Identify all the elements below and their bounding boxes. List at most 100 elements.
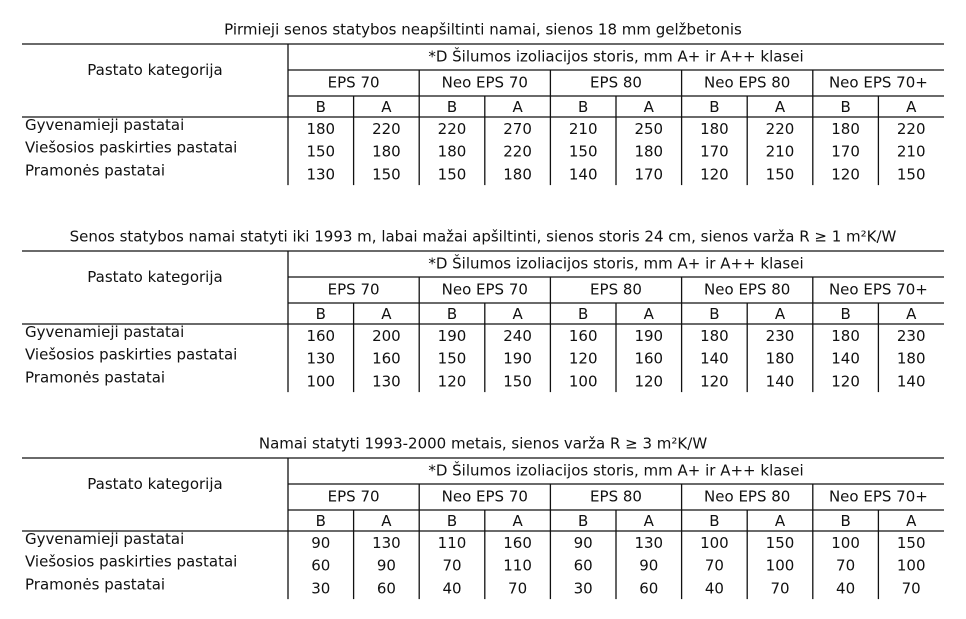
product-header: Neo EPS 70 bbox=[442, 488, 528, 506]
grade-header: A bbox=[644, 305, 655, 323]
row-label: Gyvenamieji pastatai bbox=[25, 323, 184, 341]
product-header: EPS 70 bbox=[328, 74, 380, 92]
cell-value: 120 bbox=[634, 372, 663, 390]
cell-value: 90 bbox=[639, 557, 658, 575]
cell-value: 160 bbox=[634, 350, 663, 368]
grade-header: A bbox=[906, 98, 917, 116]
cell-value: 180 bbox=[503, 165, 532, 183]
grade-header: B bbox=[578, 98, 588, 116]
cell-value: 190 bbox=[503, 350, 532, 368]
grade-header: B bbox=[316, 512, 326, 530]
grade-header: A bbox=[644, 98, 655, 116]
grade-header: A bbox=[381, 512, 392, 530]
cell-value: 180 bbox=[372, 143, 401, 161]
product-header: EPS 70 bbox=[328, 281, 380, 299]
cell-value: 70 bbox=[508, 579, 527, 597]
cell-value: 160 bbox=[372, 350, 401, 368]
cell-value: 150 bbox=[766, 165, 795, 183]
cell-value: 220 bbox=[438, 120, 467, 138]
cell-value: 130 bbox=[306, 165, 335, 183]
row-label: Gyvenamieji pastatai bbox=[25, 116, 184, 134]
grade-header: B bbox=[709, 512, 719, 530]
category-header: Pastato kategorija bbox=[87, 475, 222, 493]
cell-value: 40 bbox=[442, 579, 461, 597]
grade-header: B bbox=[447, 305, 457, 323]
row-label: Viešosios paskirties pastatai bbox=[25, 553, 237, 571]
cell-value: 120 bbox=[831, 372, 860, 390]
row-label: Viešosios paskirties pastatai bbox=[25, 139, 237, 157]
cell-value: 100 bbox=[897, 557, 926, 575]
row-label: Pramonės pastatai bbox=[25, 575, 165, 593]
cell-value: 110 bbox=[503, 557, 532, 575]
grade-header: B bbox=[709, 98, 719, 116]
cell-value: 160 bbox=[569, 327, 598, 345]
cell-value: 190 bbox=[634, 327, 663, 345]
cell-value: 170 bbox=[700, 143, 729, 161]
cell-value: 130 bbox=[372, 534, 401, 552]
product-header: Neo EPS 80 bbox=[704, 488, 790, 506]
cell-value: 70 bbox=[705, 557, 724, 575]
cell-value: 180 bbox=[634, 143, 663, 161]
product-header: Neo EPS 70+ bbox=[829, 281, 928, 299]
cell-value: 220 bbox=[897, 120, 926, 138]
grade-header: A bbox=[644, 512, 655, 530]
cell-value: 100 bbox=[700, 534, 729, 552]
grade-header: B bbox=[447, 98, 457, 116]
row-label: Gyvenamieji pastatai bbox=[25, 530, 184, 548]
group-header: *D Šilumos izoliacijos storis, mm A+ ir … bbox=[428, 47, 803, 66]
cell-value: 150 bbox=[438, 165, 467, 183]
cell-value: 150 bbox=[372, 165, 401, 183]
cell-value: 150 bbox=[306, 143, 335, 161]
grade-header: A bbox=[906, 512, 917, 530]
cell-value: 180 bbox=[766, 350, 795, 368]
cell-value: 150 bbox=[897, 165, 926, 183]
cell-value: 30 bbox=[311, 579, 330, 597]
table-title: Pirmieji senos statybos neapšiltinti nam… bbox=[224, 21, 742, 39]
cell-value: 230 bbox=[897, 327, 926, 345]
grade-header: B bbox=[578, 305, 588, 323]
cell-value: 180 bbox=[700, 120, 729, 138]
cell-value: 30 bbox=[574, 579, 593, 597]
grade-header: A bbox=[512, 98, 523, 116]
product-header: Neo EPS 70+ bbox=[829, 74, 928, 92]
cell-value: 130 bbox=[306, 350, 335, 368]
grade-header: A bbox=[381, 98, 392, 116]
cell-value: 180 bbox=[700, 327, 729, 345]
cell-value: 120 bbox=[700, 372, 729, 390]
grade-header: B bbox=[316, 98, 326, 116]
grade-header: B bbox=[840, 512, 850, 530]
cell-value: 240 bbox=[503, 327, 532, 345]
cell-value: 270 bbox=[503, 120, 532, 138]
cell-value: 150 bbox=[766, 534, 795, 552]
cell-value: 90 bbox=[377, 557, 396, 575]
cell-value: 100 bbox=[831, 534, 860, 552]
cell-value: 70 bbox=[902, 579, 921, 597]
cell-value: 40 bbox=[705, 579, 724, 597]
cell-value: 150 bbox=[438, 350, 467, 368]
cell-value: 120 bbox=[569, 350, 598, 368]
grade-header: A bbox=[775, 305, 786, 323]
cell-value: 100 bbox=[766, 557, 795, 575]
group-header: *D Šilumos izoliacijos storis, mm A+ ir … bbox=[428, 461, 803, 480]
product-header: EPS 80 bbox=[590, 74, 642, 92]
product-header: EPS 70 bbox=[328, 488, 380, 506]
cell-value: 60 bbox=[377, 579, 396, 597]
product-header: EPS 80 bbox=[590, 281, 642, 299]
cell-value: 210 bbox=[897, 143, 926, 161]
cell-value: 70 bbox=[442, 557, 461, 575]
product-header: EPS 80 bbox=[590, 488, 642, 506]
product-header: Neo EPS 80 bbox=[704, 74, 790, 92]
cell-value: 70 bbox=[770, 579, 789, 597]
grade-header: B bbox=[709, 305, 719, 323]
cell-value: 60 bbox=[311, 557, 330, 575]
cell-value: 100 bbox=[306, 372, 335, 390]
cell-value: 230 bbox=[766, 327, 795, 345]
grade-header: A bbox=[512, 305, 523, 323]
grade-header: A bbox=[775, 512, 786, 530]
cell-value: 130 bbox=[372, 372, 401, 390]
cell-value: 130 bbox=[634, 534, 663, 552]
grade-header: A bbox=[381, 305, 392, 323]
cell-value: 170 bbox=[634, 165, 663, 183]
cell-value: 40 bbox=[836, 579, 855, 597]
